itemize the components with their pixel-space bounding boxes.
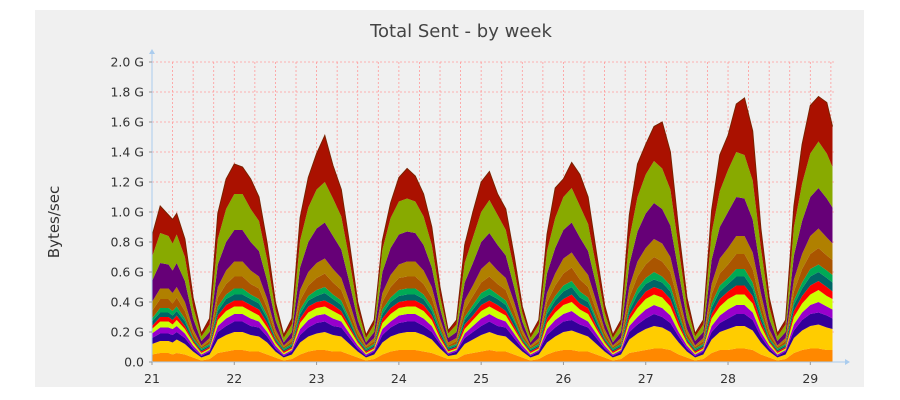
y-tick-label: 2.0 G [110,55,144,70]
y-axis-title: Bytes/sec [45,186,63,258]
series-area-4 [152,302,833,356]
series-area-1 [152,348,833,362]
y-tick-labels: 0.0 0.2 G 0.4 G 0.6 G 0.8 G 1.0 G 1.2 G 1.4 G 1.… [110,55,152,370]
series-area-13 [152,96,833,338]
y-tick-label: 1.8 G [110,85,144,100]
series-area-3 [152,312,833,358]
total-outline [151,95,833,337]
series-area-12 [152,141,833,343]
y-tick-label: 1.0 G [110,205,144,220]
series-area-9 [152,248,833,349]
x-tick-label: 26 [555,371,571,386]
series-area-10 [152,228,833,347]
series-area-2 [152,324,833,361]
y-tick-label: 0.0 [124,355,144,370]
chart-title: Total Sent - by week [369,21,552,42]
y-tick-label: 1.2 G [110,175,144,190]
y-tick-label: 0.6 G [110,265,144,280]
y-tick-label: 1.4 G [110,145,144,160]
x-tick-label: 29 [802,371,818,386]
chart-svg: Total Sent - by week 0.00.2 G0.4 G0.6 G0… [45,21,850,386]
axes [149,49,850,365]
y-axis-arrow [149,49,155,54]
y-tick-label: 0.2 G [110,325,144,340]
y-tick-label: 0.4 G [110,295,144,310]
x-tick-label: 22 [226,371,242,386]
x-tick-labels: 21 22 23 24 25 26 27 28 29 [144,362,818,386]
y-tick-label: 0.8 G [110,235,144,250]
x-tick-label: 27 [638,371,654,386]
x-tick-label: 24 [391,371,407,386]
series-areas [151,95,833,362]
x-tick-label: 25 [473,371,489,386]
y-tick-label: 1.6 G [110,115,144,130]
series-area-5 [152,290,833,355]
x-axis-arrow [845,359,850,365]
x-tick-label: 21 [144,371,160,386]
x-tick-label: 23 [309,371,325,386]
x-tick-label: 28 [720,371,736,386]
series-area-11 [152,188,833,346]
